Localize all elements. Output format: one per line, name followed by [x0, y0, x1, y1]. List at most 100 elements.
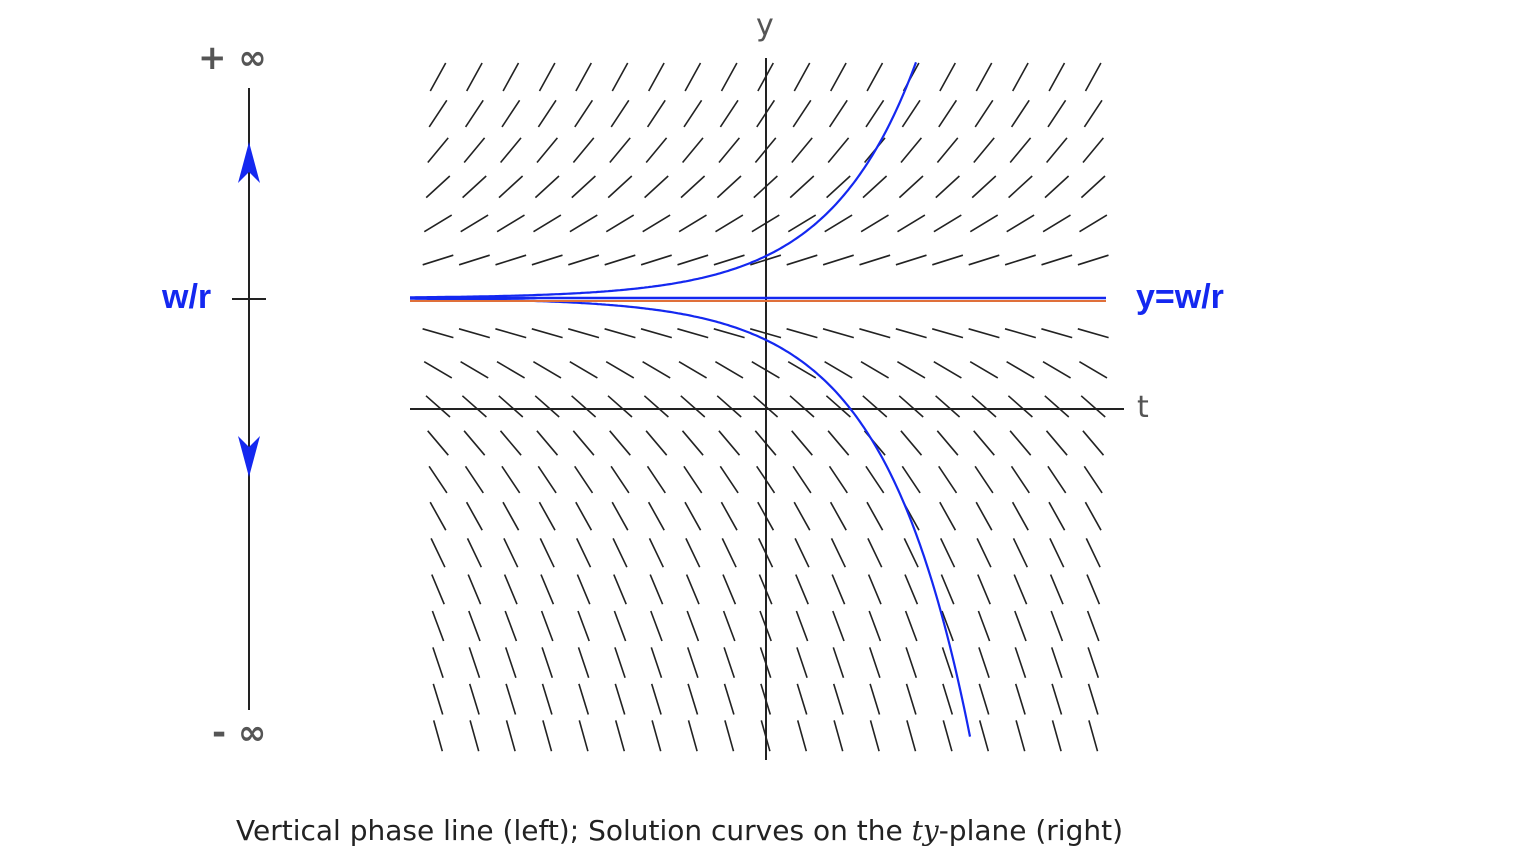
slope-mark: [895, 328, 927, 339]
slope-mark: [973, 430, 995, 456]
slope-mark: [1051, 683, 1063, 715]
slope-mark: [677, 328, 709, 339]
slope-mark: [680, 395, 706, 418]
slope-mark: [646, 99, 666, 128]
slope-mark: [572, 137, 595, 164]
slope-mark: [610, 465, 630, 494]
slope-mark: [678, 361, 708, 379]
slope-mark: [976, 538, 992, 568]
slope-mark: [865, 465, 885, 494]
slope-mark: [828, 465, 848, 494]
slope-mark: [1006, 214, 1035, 233]
slope-mark: [496, 361, 526, 379]
slope-mark: [1009, 137, 1032, 164]
slope-mark: [719, 99, 739, 128]
slope-mark: [1082, 430, 1105, 456]
slope-mark: [968, 328, 1000, 339]
slope-mark: [830, 538, 847, 568]
slope-mark: [868, 610, 882, 642]
slope-mark: [932, 254, 964, 266]
slope-mark: [1041, 254, 1073, 266]
slope-mark: [538, 62, 556, 92]
slope-mark: [833, 720, 844, 752]
slope-mark: [465, 501, 483, 531]
slope-mark: [495, 254, 527, 266]
slope-mark: [577, 610, 590, 642]
slope-mark: [613, 574, 627, 605]
slope-mark: [789, 395, 815, 418]
equilibrium-label: w/r: [162, 278, 212, 316]
slope-mark: [531, 254, 563, 266]
slope-mark: [796, 647, 808, 679]
slope-mark: [933, 361, 962, 379]
slope-mark: [687, 720, 698, 752]
slope-mark: [533, 214, 562, 233]
slope-mark: [824, 214, 853, 233]
slope-mark: [642, 361, 671, 379]
slope-mark: [722, 574, 737, 605]
slope-mark: [427, 137, 449, 164]
slope-mark: [650, 610, 663, 642]
slope-mark: [1086, 574, 1101, 605]
slope-mark: [1049, 538, 1065, 568]
slope-mark: [1045, 430, 1068, 456]
slope-mark: [898, 175, 924, 199]
slope-mark: [678, 214, 707, 233]
slope-mark: [501, 99, 521, 128]
slope-mark: [537, 99, 557, 128]
slope-mark: [504, 647, 517, 679]
slope-mark: [569, 214, 598, 233]
slope-mark: [607, 395, 633, 418]
slope-mark: [1014, 610, 1027, 642]
slope-mark: [940, 574, 955, 605]
slope-mark: [534, 175, 560, 199]
slope-mark: [468, 647, 481, 679]
slope-mark: [1007, 395, 1033, 418]
slope-mark: [975, 501, 993, 531]
slope-mark: [614, 683, 626, 715]
slope-mark: [792, 465, 812, 494]
slope-mark: [1080, 175, 1106, 199]
slope-mark: [938, 465, 958, 494]
slope-mark: [714, 361, 744, 379]
solution-curve-lower: [410, 297, 972, 737]
slope-mark: [1048, 501, 1066, 531]
slope-mark: [460, 214, 489, 233]
slope-mark: [686, 647, 699, 679]
slope-mark: [498, 395, 524, 418]
slope-mark: [645, 430, 668, 456]
slope-mark: [978, 683, 990, 715]
slope-mark: [832, 683, 844, 715]
slope-mark: [578, 720, 589, 752]
slope-mark: [505, 683, 517, 715]
slope-mark: [793, 501, 811, 531]
slope-mark: [503, 574, 518, 605]
slope-mark: [428, 465, 448, 494]
slope-mark: [866, 62, 884, 92]
slope-mark: [610, 99, 630, 128]
slope-mark: [865, 99, 885, 128]
slope-mark: [716, 175, 742, 199]
slope-mark: [1015, 720, 1026, 752]
slope-mark: [977, 610, 991, 642]
slope-mark: [1014, 647, 1027, 679]
slope-mark: [575, 501, 593, 531]
slope-mark: [467, 574, 482, 605]
slope-mark: [1041, 328, 1073, 339]
slope-mark: [901, 465, 921, 494]
slope-mark: [941, 610, 954, 642]
slope-mark: [423, 361, 453, 379]
slope-mark: [429, 62, 447, 92]
slope-mark: [791, 137, 813, 164]
slope-mark: [1010, 99, 1030, 128]
slope-mark: [536, 430, 559, 456]
slope-mark: [968, 254, 1000, 266]
slope-mark: [905, 683, 917, 715]
slope-mark: [971, 175, 997, 199]
caption-math: ty: [911, 814, 939, 847]
slope-mark: [931, 328, 964, 339]
slope-mark: [1079, 214, 1108, 233]
slope-mark: [787, 214, 817, 233]
slope-mark: [431, 610, 445, 642]
